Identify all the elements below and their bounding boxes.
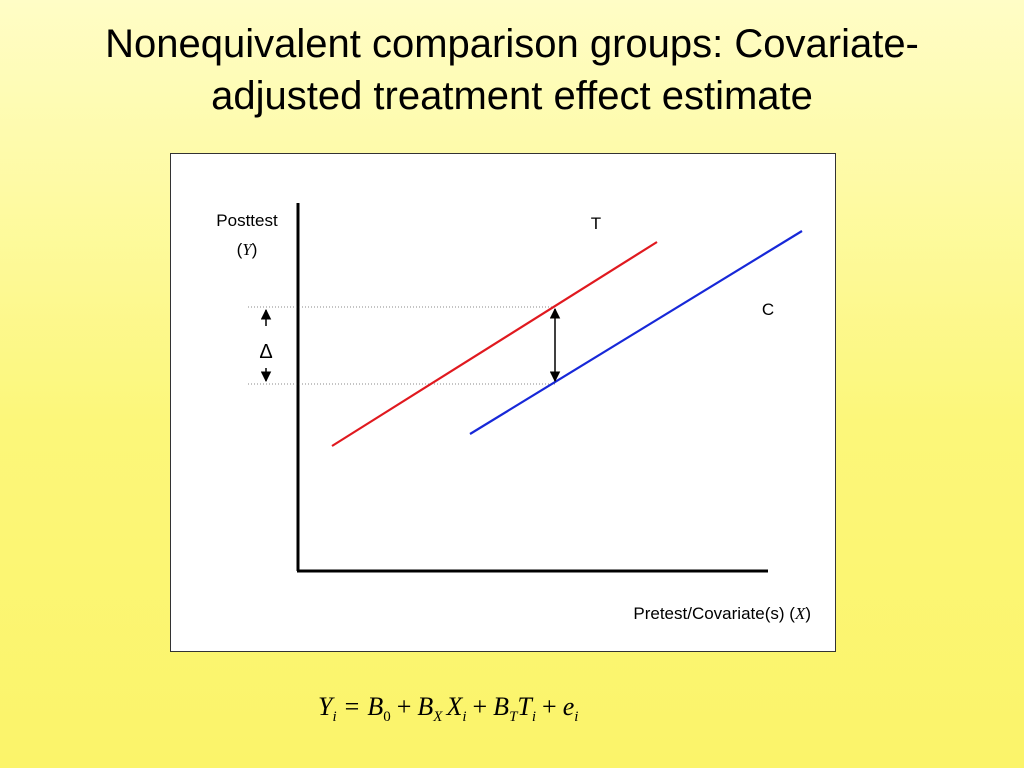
regression-equation: Yi = B0 + BX Xi + BTTi + ei (318, 692, 578, 725)
title-line-1: Nonequivalent comparison groups: Covaria… (105, 22, 919, 66)
y-axis-symbol: Y (242, 240, 253, 259)
title-line-2: adjusted treatment effect estimate (211, 74, 813, 118)
y-axis-symbol-text: (Y) (237, 240, 258, 259)
x-axis-label: Pretest/Covariate(s) (633, 604, 784, 623)
diagram-panel (170, 153, 836, 652)
delta-label: Δ (259, 341, 272, 363)
treatment-line-label: T (591, 214, 601, 233)
x-axis-symbol: X (794, 604, 806, 623)
treatment-line (331, 241, 658, 447)
comparison-line (469, 230, 803, 435)
slide-title: Nonequivalent comparison groups: Covaria… (20, 18, 1004, 122)
x-axis-label-text: Pretest/Covariate(s) (X) (633, 604, 811, 623)
y-axis-label: Posttest (216, 211, 278, 230)
comparison-line-label: C (762, 300, 774, 319)
